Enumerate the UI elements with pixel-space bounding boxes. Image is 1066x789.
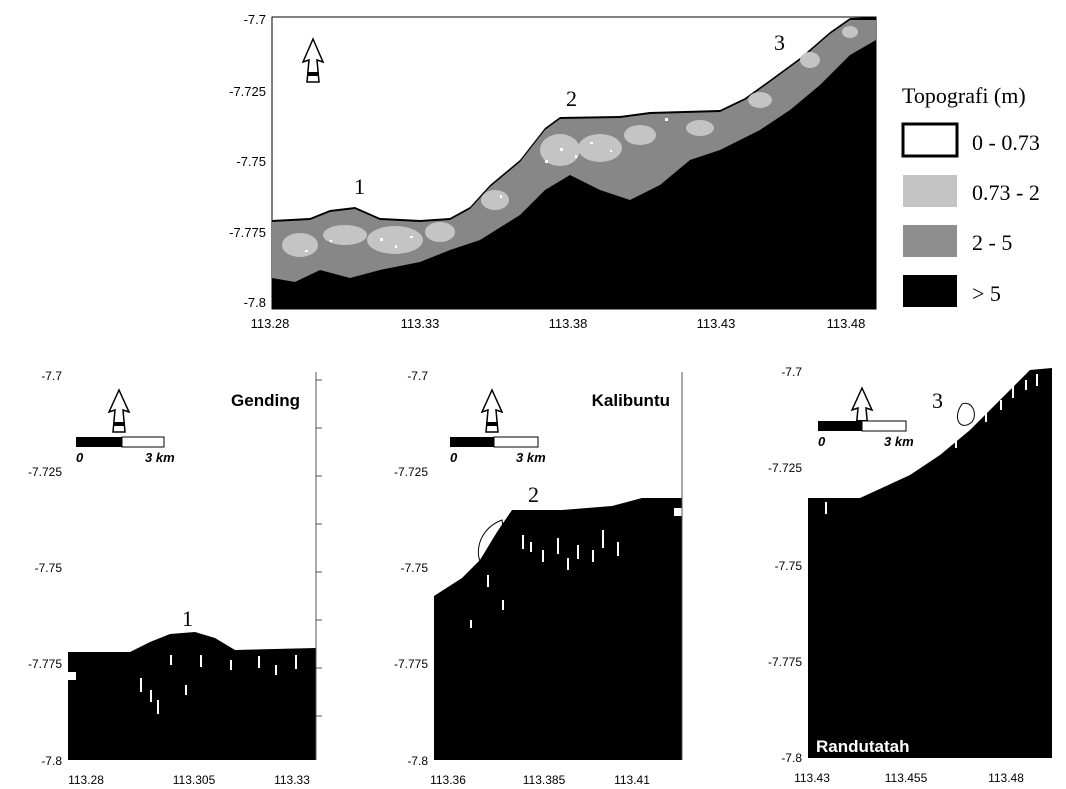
site-label-1: 1	[354, 174, 365, 199]
overview-site-labels: 1 2 3	[354, 30, 785, 199]
panel-y-tick: -7.725	[768, 461, 802, 475]
overview-y-axis: -7.7 -7.725 -7.75 -7.775 -7.8	[229, 12, 266, 310]
overview-y-tick: -7.8	[244, 295, 266, 310]
boundary-outline	[957, 402, 975, 426]
panel-y-tick: -7.775	[768, 655, 802, 669]
panel-y-axis: -7.7 -7.725 -7.75 -7.775 -7.8	[394, 369, 428, 768]
panel-title: Kalibuntu	[592, 391, 670, 410]
legend-label-2: 2 - 5	[972, 230, 1012, 255]
scale-bar: 0 3 km	[818, 420, 914, 449]
panel-x-tick: 113.41	[614, 773, 650, 787]
panel-y-axis: -7.7 -7.725 -7.75 -7.775 -7.8	[768, 365, 802, 765]
panel-y-tick: -7.7	[781, 365, 802, 379]
panel-y-tick: -7.7	[41, 369, 62, 383]
overview-x-tick: 113.48	[827, 316, 866, 331]
panel-y-tick: -7.7	[407, 369, 428, 383]
legend-title: Topografi (m)	[902, 83, 1026, 108]
panel-y-tick: -7.775	[394, 657, 428, 671]
overview-band-0.73-2	[282, 26, 858, 257]
legend-swatch-2	[903, 225, 957, 257]
panel-y-tick: -7.75	[775, 559, 803, 573]
north-arrow-icon	[301, 37, 325, 83]
overview-y-tick: -7.7	[244, 12, 266, 27]
site-label-3: 3	[774, 30, 785, 55]
panel-x-tick: 113.305	[173, 773, 216, 787]
panel-x-tick: 113.43	[794, 771, 830, 785]
legend: Topografi (m) 0 - 0.73 0.73 - 2 2 - 5 > …	[901, 83, 1040, 307]
site-label-1: 1	[182, 606, 193, 631]
panel-gending: 0 3 km Gending 1 -7.7 -7.725 -7.75 -7.77…	[28, 369, 322, 787]
panel-y-tick: -7.8	[41, 754, 62, 768]
panel-speckles	[68, 655, 297, 714]
panel-y-tick: -7.725	[28, 465, 62, 479]
overview-x-axis: 113.28 113.33 113.38 113.43 113.48	[251, 316, 866, 331]
panel-speckles	[470, 508, 682, 628]
site-label-2: 2	[528, 482, 539, 507]
site-label-3: 3	[932, 388, 943, 413]
panel-kalibuntu: 0 3 km Kalibuntu 2 -7.7 -7.725 -7.75 -7.…	[394, 369, 683, 787]
panel-speckles	[825, 374, 1038, 514]
panel-x-tick: 113.28	[68, 773, 104, 787]
panel-x-axis: 113.28 113.305 113.33	[68, 773, 310, 787]
scale-bar: 0 3 km	[450, 436, 546, 465]
scale-label-end: 3 km	[516, 450, 546, 465]
panel-randutatah: 0 3 km Randutatah 3 -7.7 -7.725 -7.75 -7…	[768, 365, 1052, 785]
panel-land-area	[808, 368, 1052, 758]
overview-x-tick: 113.28	[251, 316, 290, 331]
scale-bar: 0 3 km	[76, 436, 175, 465]
panel-y-tick: -7.8	[407, 754, 428, 768]
legend-swatch-3	[903, 275, 957, 307]
panel-y-axis: -7.7 -7.725 -7.75 -7.775 -7.8	[28, 369, 62, 768]
legend-swatch-0	[901, 122, 959, 158]
panel-y-tick: -7.75	[401, 561, 429, 575]
overview-y-tick: -7.75	[236, 154, 266, 169]
overview-map: -7.7 -7.725 -7.75 -7.775 -7.8 113.28 113…	[229, 12, 1040, 331]
panel-land-area	[434, 498, 682, 760]
overview-y-tick: -7.775	[229, 225, 266, 240]
panel-x-tick: 113.33	[274, 773, 310, 787]
panel-y-tick: -7.75	[35, 561, 63, 575]
panel-x-tick: 113.48	[988, 771, 1024, 785]
panel-x-axis: 113.36 113.385 113.41	[430, 773, 650, 787]
scale-label-start: 0	[818, 434, 826, 449]
boundary-outline	[477, 519, 506, 573]
scale-label-start: 0	[76, 450, 84, 465]
scale-label-start: 0	[450, 450, 458, 465]
legend-label-0: 0 - 0.73	[972, 130, 1040, 155]
panel-title: Gending	[231, 391, 300, 410]
north-arrow-icon	[107, 388, 131, 433]
panel-y-tick: -7.775	[28, 657, 62, 671]
scale-label-end: 3 km	[884, 434, 914, 449]
panel-land-area	[68, 632, 316, 760]
panel-x-tick: 113.455	[885, 771, 928, 785]
north-arrow-icon	[480, 388, 504, 433]
scale-label-end: 3 km	[145, 450, 175, 465]
overview-band-0-0.73	[305, 118, 668, 252]
panel-x-tick: 113.385	[523, 773, 566, 787]
legend-swatch-1	[903, 175, 957, 207]
panel-x-tick: 113.36	[430, 773, 466, 787]
overview-x-tick: 113.33	[401, 316, 440, 331]
legend-label-3: > 5	[972, 281, 1001, 306]
site-label-2: 2	[566, 86, 577, 111]
overview-x-tick: 113.38	[549, 316, 588, 331]
legend-label-1: 0.73 - 2	[972, 180, 1040, 205]
panel-y-tick: -7.8	[781, 751, 802, 765]
panel-y-tick: -7.725	[394, 465, 428, 479]
panel-title: Randutatah	[816, 737, 910, 756]
panel-right-ticks	[315, 372, 322, 760]
panel-x-axis: 113.43 113.455 113.48	[794, 771, 1024, 785]
overview-x-tick: 113.43	[697, 316, 736, 331]
overview-y-tick: -7.725	[229, 84, 266, 99]
